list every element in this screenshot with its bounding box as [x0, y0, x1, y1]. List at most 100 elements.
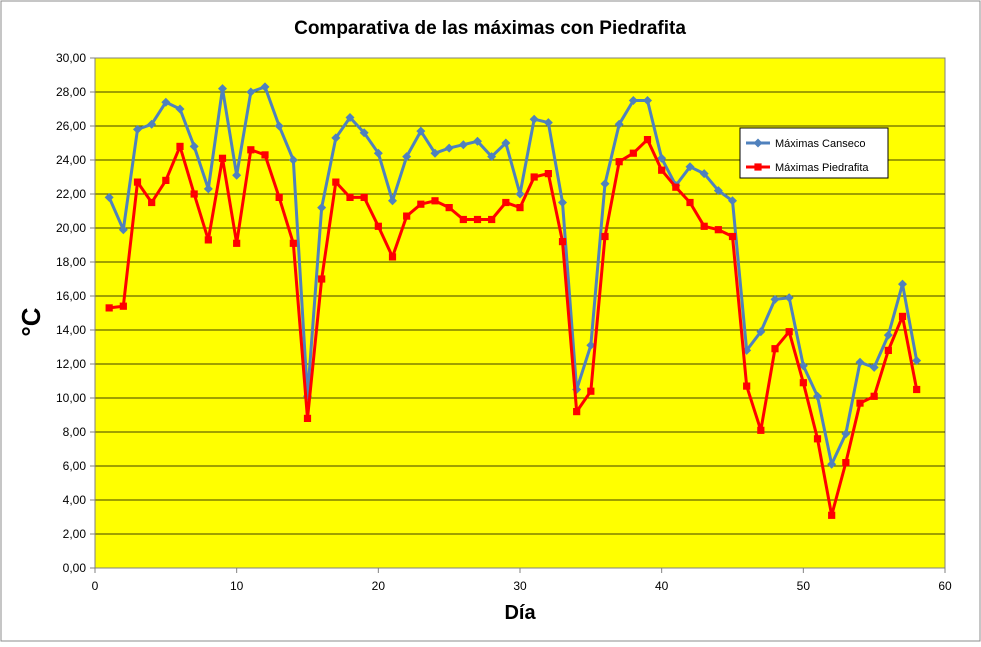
- series-line: [108, 138, 919, 517]
- data-point: [883, 330, 893, 340]
- data-point: [459, 215, 467, 224]
- data-point: [573, 408, 581, 416]
- data-point: [601, 232, 609, 241]
- data-point: [672, 183, 680, 191]
- legend-marker: [753, 138, 763, 148]
- data-point: [458, 140, 468, 150]
- y-axis-title: °C: [16, 307, 46, 336]
- data-point: [303, 414, 312, 422]
- data-point: [643, 96, 652, 105]
- data-point: [260, 82, 270, 92]
- x-tick-label: 30: [513, 579, 527, 593]
- x-tick-label: 60: [938, 579, 952, 593]
- data-point: [543, 118, 553, 128]
- data-point: [884, 346, 892, 354]
- y-tick-label: 6,00: [63, 459, 87, 473]
- y-tick-label: 26,00: [56, 119, 86, 133]
- data-point: [417, 200, 425, 208]
- data-point: [204, 236, 212, 244]
- data-point: [913, 385, 921, 394]
- chart-title: Comparativa de las máximas con Piedrafit…: [294, 18, 686, 39]
- legend-label: Máximas Canseco: [775, 138, 865, 150]
- grid-lines: [95, 91, 945, 535]
- data-point: [233, 239, 241, 247]
- y-tick-label: 16,00: [56, 289, 86, 303]
- data-point: [176, 142, 184, 150]
- x-tick-label: 20: [372, 579, 386, 593]
- data-point: [757, 426, 765, 434]
- data-point: [133, 124, 142, 134]
- y-tick-label: 30,00: [56, 51, 86, 65]
- data-point: [813, 435, 822, 443]
- data-point: [600, 179, 610, 189]
- data-point: [898, 279, 907, 289]
- data-point: [359, 128, 369, 138]
- data-point: [586, 340, 596, 350]
- data-point: [686, 198, 694, 207]
- data-point: [827, 459, 837, 469]
- data-point: [374, 222, 382, 230]
- data-point: [118, 225, 128, 235]
- data-point: [516, 204, 524, 212]
- data-point: [813, 391, 822, 401]
- series-2: [105, 136, 921, 519]
- data-point: [728, 232, 737, 241]
- data-point: [856, 399, 864, 407]
- y-tick-label: 12,00: [56, 357, 86, 371]
- data-point: [345, 113, 355, 122]
- data-point: [785, 328, 793, 336]
- data-point: [558, 198, 567, 207]
- data-point: [274, 121, 284, 131]
- data-point: [148, 198, 156, 207]
- data-point: [218, 154, 227, 162]
- data-point: [473, 215, 482, 224]
- legend-marker: [754, 163, 762, 171]
- data-point: [912, 356, 922, 366]
- data-point: [288, 155, 298, 165]
- data-point: [558, 238, 567, 246]
- data-point: [332, 178, 340, 186]
- data-point: [615, 158, 623, 166]
- data-point: [232, 170, 242, 180]
- data-point: [147, 119, 157, 129]
- data-point: [529, 114, 539, 124]
- y-tick-label: 20,00: [56, 221, 86, 235]
- y-tick-label: 0,00: [63, 561, 87, 575]
- data-point: [360, 193, 368, 201]
- data-point: [898, 312, 907, 320]
- data-point: [346, 193, 354, 201]
- data-point: [658, 166, 666, 174]
- data-point: [431, 197, 439, 205]
- data-point: [700, 222, 708, 230]
- series-line: [107, 85, 919, 466]
- data-point: [473, 136, 482, 146]
- data-point: [331, 133, 341, 143]
- data-point: [388, 196, 397, 206]
- axes: 0,00 2,00 4,00 6,00 8,00 10,00 12,00 14,00 16,00…: [56, 51, 952, 593]
- data-point: [444, 143, 454, 153]
- data-point: [190, 190, 198, 198]
- data-point: [714, 226, 722, 234]
- y-tick-label: 4,00: [63, 493, 87, 507]
- x-tick-label: 10: [230, 579, 244, 593]
- data-point: [544, 170, 552, 178]
- y-tick-label: 2,00: [63, 527, 87, 541]
- data-point: [842, 459, 850, 467]
- data-point: [247, 146, 255, 154]
- data-point: [784, 293, 794, 303]
- data-point: [416, 126, 426, 136]
- data-point: [628, 96, 638, 105]
- legend-label: Máximas Piedrafita: [775, 162, 869, 174]
- data-point: [175, 104, 185, 114]
- data-point: [289, 239, 297, 247]
- data-point: [488, 215, 496, 224]
- data-point: [841, 429, 851, 439]
- series-layer: [104, 82, 922, 519]
- x-tick-label: 50: [797, 579, 811, 593]
- data-point: [770, 294, 780, 304]
- data-point: [828, 511, 836, 519]
- data-point: [275, 193, 283, 201]
- data-point: [105, 304, 113, 312]
- legend-box: [739, 127, 889, 179]
